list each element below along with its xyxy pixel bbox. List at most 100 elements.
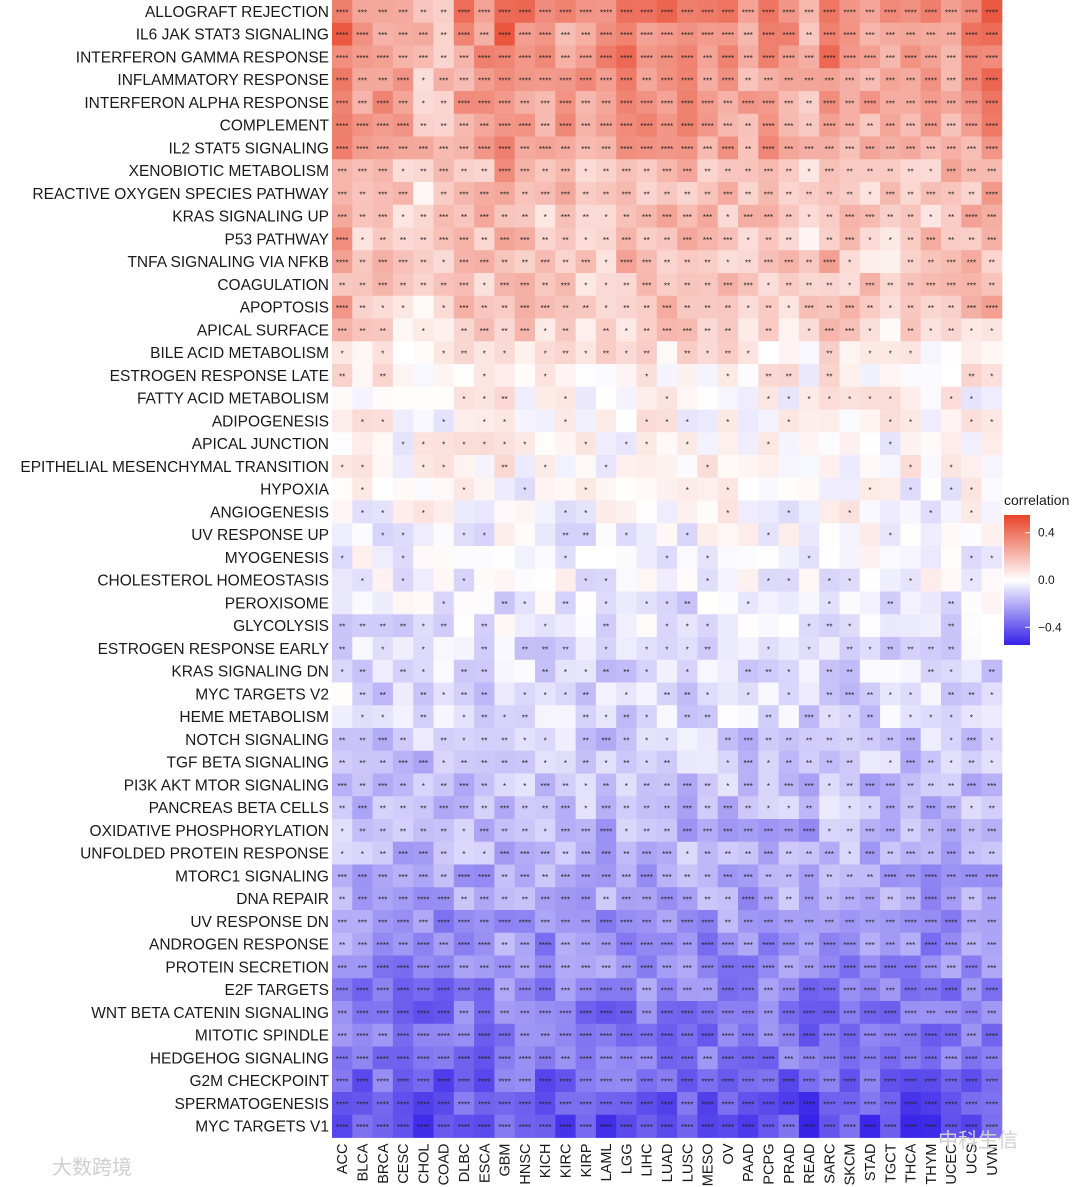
heatmap-cell [372, 273, 394, 297]
heatmap-cell [352, 546, 373, 570]
significance-mark: ** [725, 850, 731, 859]
significance-mark: **** [925, 77, 937, 86]
significance-mark: ** [847, 759, 853, 768]
significance-mark: ** [522, 827, 528, 836]
heatmap-cell [636, 978, 658, 1002]
significance-mark: * [604, 304, 607, 313]
heatmap-cell [981, 295, 1003, 319]
row-label: UV RESPONSE DN [190, 914, 329, 931]
heatmap-cell [961, 364, 982, 388]
heatmap-cell [656, 113, 678, 137]
heatmap-cell [798, 705, 820, 729]
significance-mark: **** [539, 1009, 551, 1018]
heatmap-cell [555, 568, 576, 592]
significance-mark: *** [480, 964, 489, 973]
significance-mark: * [401, 213, 404, 222]
heatmap-cell [595, 250, 617, 274]
heatmap-cell [738, 728, 759, 752]
heatmap-cell [778, 546, 800, 570]
significance-mark: *** [540, 918, 549, 927]
significance-mark: **** [681, 122, 693, 131]
significance-mark: * [686, 532, 689, 541]
heatmap-cell [697, 364, 719, 388]
heatmap-cell [372, 204, 394, 228]
significance-mark: **** [458, 1032, 470, 1041]
significance-mark: * [503, 418, 506, 427]
column-label: KICH [538, 1144, 554, 1179]
significance-mark: **** [498, 1123, 510, 1132]
significance-mark: * [767, 645, 770, 654]
significance-mark: ** [481, 782, 487, 791]
significance-mark: **** [722, 1123, 734, 1132]
heatmap-cell [494, 341, 516, 365]
heatmap-cell [859, 1001, 881, 1025]
heatmap-cell [616, 409, 637, 433]
heatmap-cell [616, 341, 637, 365]
heatmap-cell [433, 113, 455, 137]
significance-mark: * [422, 509, 425, 518]
significance-mark: **** [701, 941, 713, 950]
heatmap-cell [555, 386, 576, 410]
heatmap-cell [413, 887, 434, 911]
significance-mark: * [686, 645, 689, 654]
heatmap-cell [656, 546, 678, 570]
significance-mark: **** [620, 54, 632, 63]
heatmap-cell [819, 182, 840, 206]
significance-mark: **** [925, 99, 937, 108]
column-label: READ [802, 1144, 818, 1184]
significance-mark: ** [603, 236, 609, 245]
heatmap-cell [778, 432, 800, 456]
significance-mark: *** [398, 759, 407, 768]
significance-mark: *** [358, 896, 367, 905]
significance-mark: *** [825, 918, 834, 927]
heatmap-cell [738, 318, 759, 342]
heatmap-cell [981, 182, 1003, 206]
significance-mark: **** [539, 8, 551, 17]
heatmap-cell [595, 932, 617, 956]
heatmap-cell [981, 477, 1003, 501]
heatmap-cell [474, 932, 495, 956]
significance-mark: * [604, 645, 607, 654]
significance-mark: **** [762, 1055, 774, 1064]
heatmap-cell [778, 204, 800, 228]
significance-mark: * [970, 805, 973, 814]
heatmap-cell [535, 500, 556, 524]
significance-mark: **** [539, 1123, 551, 1132]
heatmap-cell [474, 341, 495, 365]
heatmap-cell [332, 204, 353, 228]
significance-mark: **** [661, 31, 673, 40]
heatmap-cell [819, 91, 840, 115]
significance-mark: **** [620, 77, 632, 86]
significance-mark: * [787, 304, 790, 313]
heatmap-cell [778, 273, 800, 297]
heatmap-cell [453, 136, 475, 160]
significance-mark: *** [764, 918, 773, 927]
heatmap-cell [778, 659, 800, 683]
heatmap-cell [819, 705, 840, 729]
heatmap-cell [453, 796, 475, 820]
heatmap-cell [656, 864, 678, 888]
heatmap-cell [352, 364, 373, 388]
significance-mark: *** [419, 145, 428, 154]
heatmap-cell [656, 159, 678, 183]
heatmap-cell [758, 546, 779, 570]
significance-mark: **** [498, 1032, 510, 1041]
significance-mark: **** [539, 54, 551, 63]
significance-mark: **** [519, 1123, 531, 1132]
heatmap-cell [859, 182, 881, 206]
heatmap-cell [656, 91, 678, 115]
heatmap-cell [575, 796, 597, 820]
heatmap-cell [514, 614, 536, 638]
significance-mark: *** [967, 168, 976, 177]
significance-mark: ** [867, 873, 873, 882]
significance-mark: ** [603, 896, 609, 905]
heatmap-cell [880, 1001, 901, 1025]
heatmap-cell [920, 659, 942, 683]
heatmap-cell [941, 682, 962, 706]
heatmap-cell [738, 477, 759, 501]
significance-mark: *** [703, 54, 712, 63]
heatmap-cell [778, 523, 800, 547]
column-label: LUAD [660, 1144, 676, 1183]
heatmap-cell [738, 637, 759, 661]
significance-mark: ** [441, 31, 447, 40]
